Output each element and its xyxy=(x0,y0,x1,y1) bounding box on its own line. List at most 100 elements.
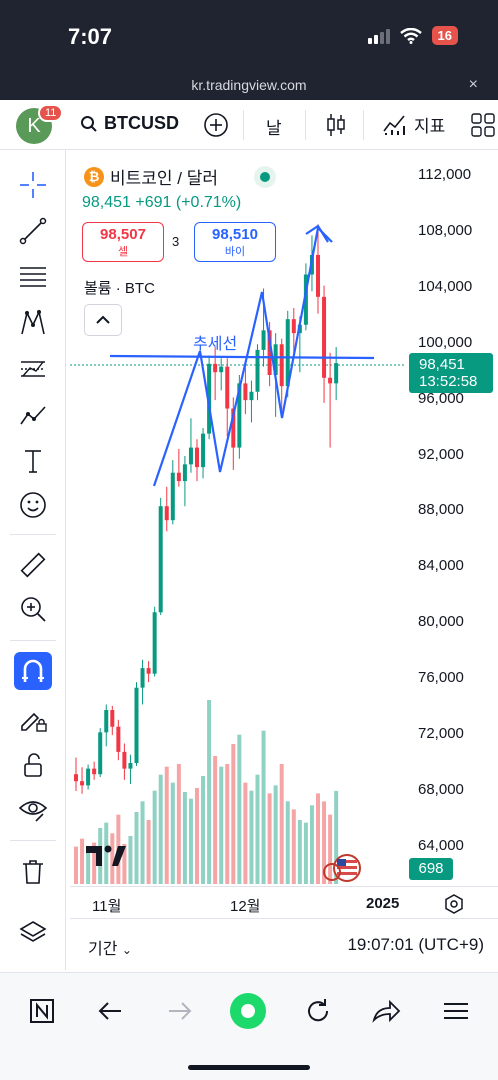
candle-body xyxy=(122,751,127,769)
market-open-icon xyxy=(254,166,276,188)
volume-bar xyxy=(201,776,206,884)
candle-body xyxy=(188,447,193,465)
candle-body xyxy=(176,472,181,482)
chart-area[interactable] xyxy=(70,156,498,916)
candle-body xyxy=(303,274,308,325)
trash-icon[interactable] xyxy=(14,852,52,890)
price-tick-label: 100,000 xyxy=(418,333,473,351)
record-icon[interactable] xyxy=(228,991,268,1031)
candle-body xyxy=(128,763,133,769)
last-price-tag: 98,451 13:52:58 xyxy=(409,353,493,393)
legend-title[interactable]: ₿ 비트코인 / 달러 xyxy=(84,164,218,189)
time-label-year: 2025 xyxy=(366,895,400,912)
volume-bar xyxy=(231,744,236,884)
prediction-icon[interactable] xyxy=(14,350,52,388)
volume-bar xyxy=(182,792,187,884)
volume-bar xyxy=(140,801,145,884)
pattern-icon[interactable] xyxy=(14,304,52,342)
price-chart[interactable] xyxy=(70,156,498,886)
timezone-clock[interactable]: 19:07:01 (UTC+9) xyxy=(347,935,484,954)
symbol-search-button[interactable]: BTCUSD xyxy=(80,113,179,134)
text-tool-icon[interactable] xyxy=(14,442,52,480)
time-axis[interactable]: 11월 12월 2025 xyxy=(70,886,498,918)
trend-line-icon[interactable] xyxy=(14,212,52,250)
drawn-lines[interactable] xyxy=(109,224,375,487)
candle-body xyxy=(146,668,151,674)
candle-body xyxy=(322,296,327,378)
forecast-icon[interactable] xyxy=(14,396,52,434)
candle-body xyxy=(110,710,115,727)
price-tick-label: 76,000 xyxy=(418,669,464,687)
candle-body xyxy=(116,726,121,752)
candle-body xyxy=(285,319,290,387)
top-toolbar: K 11 BTCUSD 날 지표 xyxy=(0,100,498,150)
ruler-icon[interactable] xyxy=(14,546,52,584)
legend-price: 98,451 +691 (+0.71%) xyxy=(82,194,242,211)
wifi-icon xyxy=(399,27,422,44)
interval-button[interactable]: 날 xyxy=(266,119,282,138)
menu-icon[interactable] xyxy=(436,991,476,1031)
candle-type-icon[interactable] xyxy=(324,112,348,138)
volume-bar xyxy=(128,836,133,884)
zoom-in-icon[interactable] xyxy=(14,590,52,628)
notion-icon[interactable] xyxy=(22,991,62,1031)
layout-grid-icon[interactable] xyxy=(470,112,496,138)
reload-icon[interactable] xyxy=(298,991,338,1031)
time-label-nov: 11월 xyxy=(92,898,122,915)
candle-body xyxy=(243,383,248,401)
back-arrow-icon[interactable] xyxy=(90,991,130,1031)
trendline-label[interactable]: 추세선 xyxy=(193,336,238,353)
volume-bar xyxy=(195,788,199,884)
status-bar: 7:07 16 xyxy=(0,0,498,72)
crosshair-icon[interactable] xyxy=(14,166,52,204)
volume-bar xyxy=(225,764,230,884)
pencil-lock-icon[interactable] xyxy=(14,700,52,738)
forward-arrow-icon[interactable] xyxy=(160,991,200,1031)
buy-button[interactable]: 98,510 바이 xyxy=(194,222,276,262)
period-button[interactable]: 기간 ⌄ xyxy=(88,935,132,959)
emoji-icon[interactable] xyxy=(14,486,52,524)
layers-icon[interactable] xyxy=(14,914,52,952)
candle-body xyxy=(92,768,97,775)
volume-bar xyxy=(243,782,248,884)
share-icon[interactable] xyxy=(366,991,406,1031)
volume-bar xyxy=(334,790,339,884)
volume-bar xyxy=(322,801,327,884)
spread-value: 3 xyxy=(172,234,180,249)
volume-bar xyxy=(164,766,169,884)
volume-bar xyxy=(328,814,333,884)
drawing-toolbar xyxy=(0,150,66,970)
indicators-button[interactable]: 지표 xyxy=(382,112,445,137)
volume-bar xyxy=(316,793,320,884)
buy-price: 98,510 xyxy=(212,226,258,243)
volume-bar xyxy=(80,838,85,884)
candle-body xyxy=(182,464,187,482)
volume-bar xyxy=(273,785,278,884)
price-tick-label: 84,000 xyxy=(418,557,464,575)
fib-levels-icon[interactable] xyxy=(14,258,52,296)
unlock-icon[interactable] xyxy=(14,746,52,784)
price-tick-label: 96,000 xyxy=(418,389,464,407)
sell-button[interactable]: 98,507 셀 xyxy=(82,222,164,262)
home-indicator xyxy=(188,1065,310,1070)
event-icon[interactable] xyxy=(323,863,341,881)
collapse-legend-button[interactable] xyxy=(84,304,122,336)
volume-bar xyxy=(219,766,224,884)
indicators-label: 지표 xyxy=(414,117,446,136)
url-bar[interactable]: kr.tradingview.com × xyxy=(0,72,498,100)
compare-add-icon[interactable] xyxy=(203,112,229,138)
volume-bar xyxy=(249,790,254,884)
candle-body xyxy=(328,377,333,384)
drawn-horizontal-line[interactable] xyxy=(109,354,375,360)
candle-body xyxy=(86,768,91,786)
symbol-description: 비트코인 / 달러 xyxy=(110,169,219,188)
volume-legend[interactable]: 볼륨 · BTC xyxy=(84,280,155,297)
bitcoin-icon: ₿ xyxy=(84,166,104,187)
price-tick-label: 92,000 xyxy=(418,445,464,463)
status-icons: 16 xyxy=(367,26,458,45)
settings-icon[interactable] xyxy=(443,893,465,915)
magnet-icon[interactable] xyxy=(14,652,52,690)
drawn-arrow-head[interactable] xyxy=(305,224,329,243)
eye-icon[interactable] xyxy=(14,790,52,828)
close-icon[interactable]: × xyxy=(468,76,478,93)
